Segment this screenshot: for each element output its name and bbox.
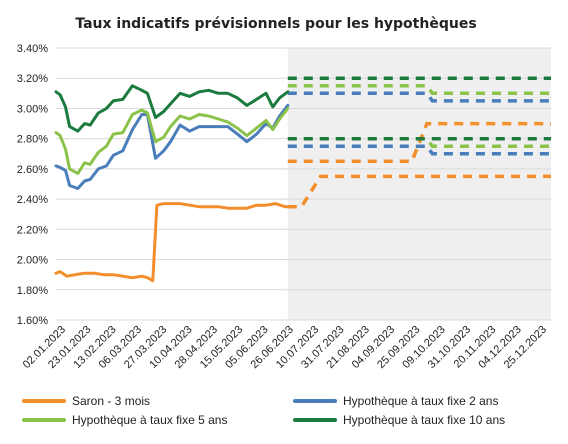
series-forecast-line	[287, 144, 551, 156]
y-tick-label: 2.20%	[17, 224, 48, 236]
legend-label: Hypothèque à taux fixe 10 ans	[343, 413, 505, 427]
y-tick-label: 3.20%	[17, 73, 48, 85]
y-tick-label: 2.60%	[17, 164, 48, 176]
legend: Saron - 3 mois Hypothèque à taux fixe 2 a…	[22, 394, 505, 427]
chart-title: Taux indicatifs prévisionnels pour les h…	[75, 16, 476, 32]
series-line	[54, 106, 290, 175]
legend-label: Saron - 3 mois	[72, 394, 150, 408]
series-4	[54, 76, 551, 141]
series-1	[54, 121, 551, 283]
forecast-region	[287, 48, 551, 320]
legend-item: Hypothèque à taux fixe 2 ans	[293, 394, 498, 408]
legend-label: Hypothèque à taux fixe 5 ans	[72, 413, 227, 427]
y-tick-label: 2.00%	[17, 255, 48, 267]
series-forecast-line	[287, 91, 551, 103]
legend-item: Hypothèque à taux fixe 5 ans	[22, 413, 227, 427]
series-forecast-line	[287, 174, 551, 209]
series-line	[54, 103, 290, 190]
y-tick-label: 3.40%	[17, 43, 48, 55]
y-tick-label: 2.40%	[17, 194, 48, 206]
series-line	[54, 202, 297, 283]
series-group	[54, 76, 551, 283]
series-line	[54, 84, 290, 133]
y-tick-label: 3.00%	[17, 103, 48, 115]
legend-item: Saron - 3 mois	[22, 394, 150, 408]
y-tick-label: 1.80%	[17, 285, 48, 297]
series-forecast-line	[287, 84, 551, 96]
y-axis: 1.60% 1.80% 2.00% 2.20% 2.40% 2.60% 2.80% 3.00%…	[17, 43, 48, 327]
y-tick-label: 1.60%	[17, 315, 48, 327]
y-tick-label: 2.80%	[17, 134, 48, 146]
legend-item: Hypothèque à taux fixe 10 ans	[293, 413, 505, 427]
series-2	[54, 91, 551, 190]
series-forecast-line	[287, 121, 551, 164]
forecast-region-shade	[287, 48, 551, 320]
legend-label: Hypothèque à taux fixe 2 ans	[343, 394, 498, 408]
